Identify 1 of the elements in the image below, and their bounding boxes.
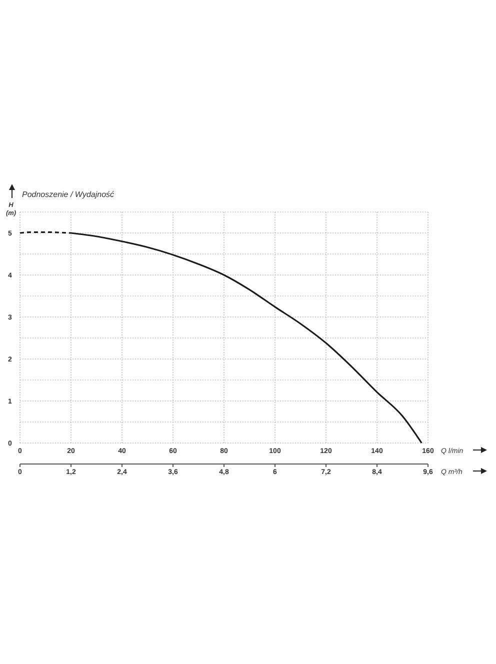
chart-title: Podnoszenie / Wydajność (22, 190, 114, 199)
